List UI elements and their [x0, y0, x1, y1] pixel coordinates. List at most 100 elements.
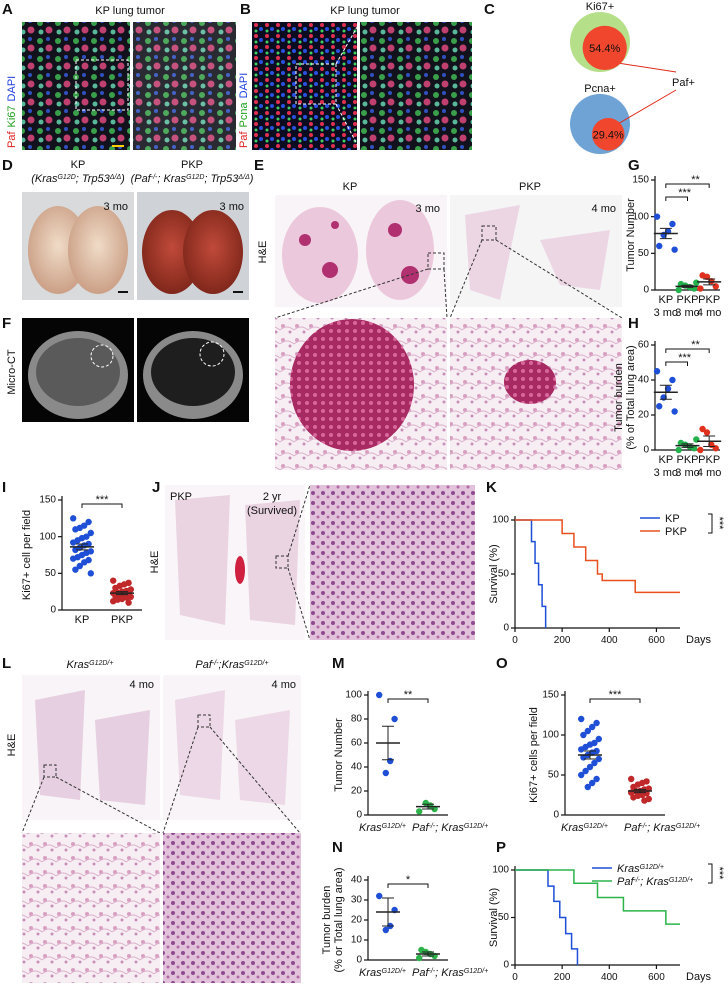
y-tick-label: 50 — [498, 912, 510, 923]
y-tick-label: 0 — [503, 623, 509, 634]
y-axis-label: Tumor burden — [321, 886, 333, 955]
x-tick-label: 400 — [601, 972, 618, 983]
image-title: KP — [71, 159, 86, 171]
stain-label: Paf Ki67 DAPI — [6, 76, 18, 148]
data-point — [653, 368, 661, 375]
text-part: ; Kras — [640, 876, 669, 888]
zoom-box — [43, 764, 57, 778]
stain-label: Paf Pcna DAPI — [238, 73, 250, 148]
data-point — [81, 559, 88, 566]
error-bar — [659, 384, 672, 400]
superscript: G12D — [186, 174, 204, 181]
y-tick-label: 0 — [356, 810, 362, 821]
x-tick-label: PKP — [698, 294, 720, 306]
text-part: ; Kras — [435, 822, 464, 834]
image-title: KP — [343, 181, 358, 193]
panel-letter: N — [332, 839, 343, 856]
data-point — [72, 566, 79, 573]
x-tick-label: 3 mo — [675, 307, 699, 319]
text-part: ; Trp53 — [76, 173, 111, 185]
x-tick-label: 200 — [554, 972, 571, 983]
genotype-label: Paf-/-;KrasG12D/+ — [195, 659, 268, 671]
y-tick-label: 20 — [351, 786, 363, 797]
superscript: -/- — [429, 968, 436, 975]
significance-label: *** — [678, 187, 692, 199]
y-axis-label: Survival (%) — [488, 888, 500, 947]
y-tick-label: 20 — [351, 915, 363, 926]
error-bar — [584, 750, 596, 760]
data-point — [589, 723, 596, 731]
stain: DAPI — [6, 76, 18, 102]
data-point — [675, 446, 682, 454]
text-part: ; Trp53 — [204, 173, 239, 185]
data-point — [703, 429, 711, 436]
superscript: Δ/Δ — [109, 174, 122, 181]
age-label: 2 yr — [263, 491, 282, 503]
y-tick-label: 0 — [643, 445, 649, 456]
x-tick-label: KP — [75, 614, 90, 626]
survival-line — [515, 869, 680, 925]
error-bar — [681, 443, 694, 448]
panel-letter: F — [2, 315, 11, 332]
data-point — [653, 213, 661, 220]
genotype-label: KrasG12D/+ — [67, 659, 114, 671]
tumor — [331, 221, 339, 229]
data-point — [699, 272, 706, 279]
legend-label: KP — [665, 513, 680, 525]
panel-letter: C — [484, 1, 495, 18]
venn-pointer — [620, 62, 677, 73]
data-point — [671, 408, 678, 415]
lung-section — [366, 200, 434, 300]
survival-line — [515, 519, 680, 594]
superscript: -/- — [634, 877, 641, 884]
superscript: G12D/+ — [669, 877, 693, 884]
vessel — [235, 556, 245, 584]
data-point — [416, 808, 423, 815]
panel-letter: I — [2, 479, 6, 496]
zoom-box — [75, 59, 129, 111]
text-part: Paf — [195, 659, 212, 671]
data-point — [591, 759, 598, 767]
panel-letter: D — [2, 157, 13, 174]
text-part: PKP — [665, 526, 687, 538]
y-tick-label: 20 — [638, 410, 650, 421]
tumor — [388, 223, 402, 237]
age-label: 4 mo — [130, 679, 154, 691]
x-tick-label: Paf-/-; KrasG12D/+ — [624, 822, 700, 834]
y-tick-label: 150 — [39, 495, 56, 506]
y-tick-label: 40 — [638, 375, 650, 386]
age-label: 3 mo — [220, 201, 244, 213]
zoom-line — [335, 21, 361, 65]
zoom-box — [481, 225, 497, 241]
superscript: Δ/Δ — [237, 174, 250, 181]
x-tick-label: 3 mo — [654, 467, 678, 479]
histology-zoom — [22, 833, 160, 983]
significance-bracket — [665, 348, 710, 353]
data-point — [87, 529, 95, 537]
y-tick-label: 80 — [351, 714, 363, 725]
age-label: 4 mo — [592, 203, 616, 215]
zoom-line — [274, 268, 429, 319]
data-point — [669, 220, 676, 228]
error-bar — [382, 725, 394, 761]
stain-label: H&E — [149, 551, 161, 574]
text-part: ; Kras — [157, 173, 186, 185]
y-tick-label: 60 — [351, 738, 363, 749]
stain: Ki67 — [6, 105, 18, 127]
x-tick-label: 4 mo — [697, 307, 721, 319]
x-tick-label: 3 mo — [675, 467, 699, 479]
data-point — [578, 746, 585, 753]
y-tick-label: 0 — [643, 285, 649, 296]
superscript: G12D/+ — [382, 823, 406, 830]
text-part: ; Kras — [647, 822, 676, 834]
lung-section — [282, 207, 358, 303]
x-tick-label: 0 — [512, 635, 518, 646]
superscript: G12D — [57, 174, 75, 181]
panel-title: KP lung tumor — [330, 5, 400, 17]
y-axis-label: Tumor burden — [613, 363, 625, 432]
x-tick-label: 600 — [648, 972, 665, 983]
significance-bracket — [708, 863, 713, 884]
age-label: 4 mo — [272, 679, 296, 691]
text-part: Paf — [617, 876, 634, 888]
